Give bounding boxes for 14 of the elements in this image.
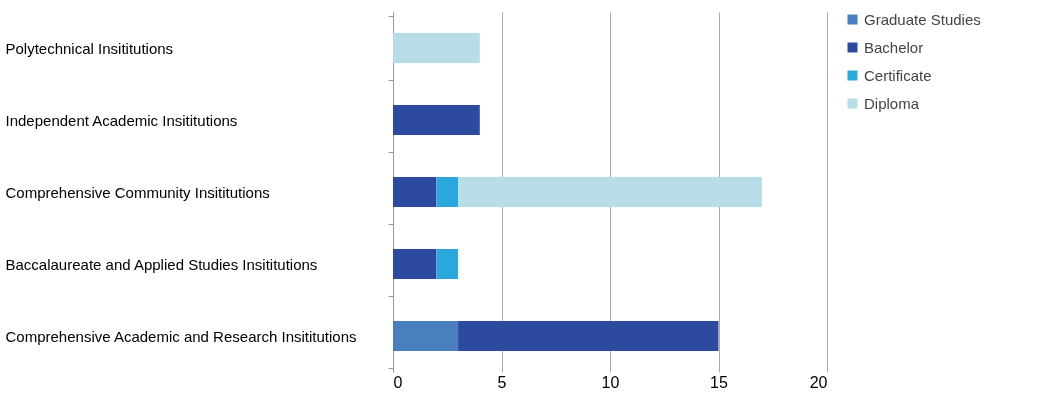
x-tick-label: 0 <box>393 373 403 391</box>
x-tick-label: 20 <box>809 373 828 391</box>
legend-label: Graduate Studies <box>864 10 981 28</box>
x-tick-label: 15 <box>710 373 728 391</box>
y-tick-label: Independent Academic Insititutions <box>5 111 238 129</box>
legend-label: Bachelor <box>864 38 924 56</box>
y-tick-label: Comprehensive Academic and Research Insititutions <box>5 327 357 345</box>
y-tick-label: Polytechnical Insititutions <box>5 39 174 57</box>
y-tick-label: Comprehensive Community Insititutions <box>5 183 270 201</box>
legend-label: Certificate <box>864 66 932 84</box>
legend-label: Diploma <box>864 94 920 112</box>
x-tick-label: 5 <box>497 373 507 391</box>
x-tick-label: 10 <box>601 373 620 391</box>
y-tick-label: Baccalaureate and Applied Studies Insititutions <box>5 255 318 273</box>
